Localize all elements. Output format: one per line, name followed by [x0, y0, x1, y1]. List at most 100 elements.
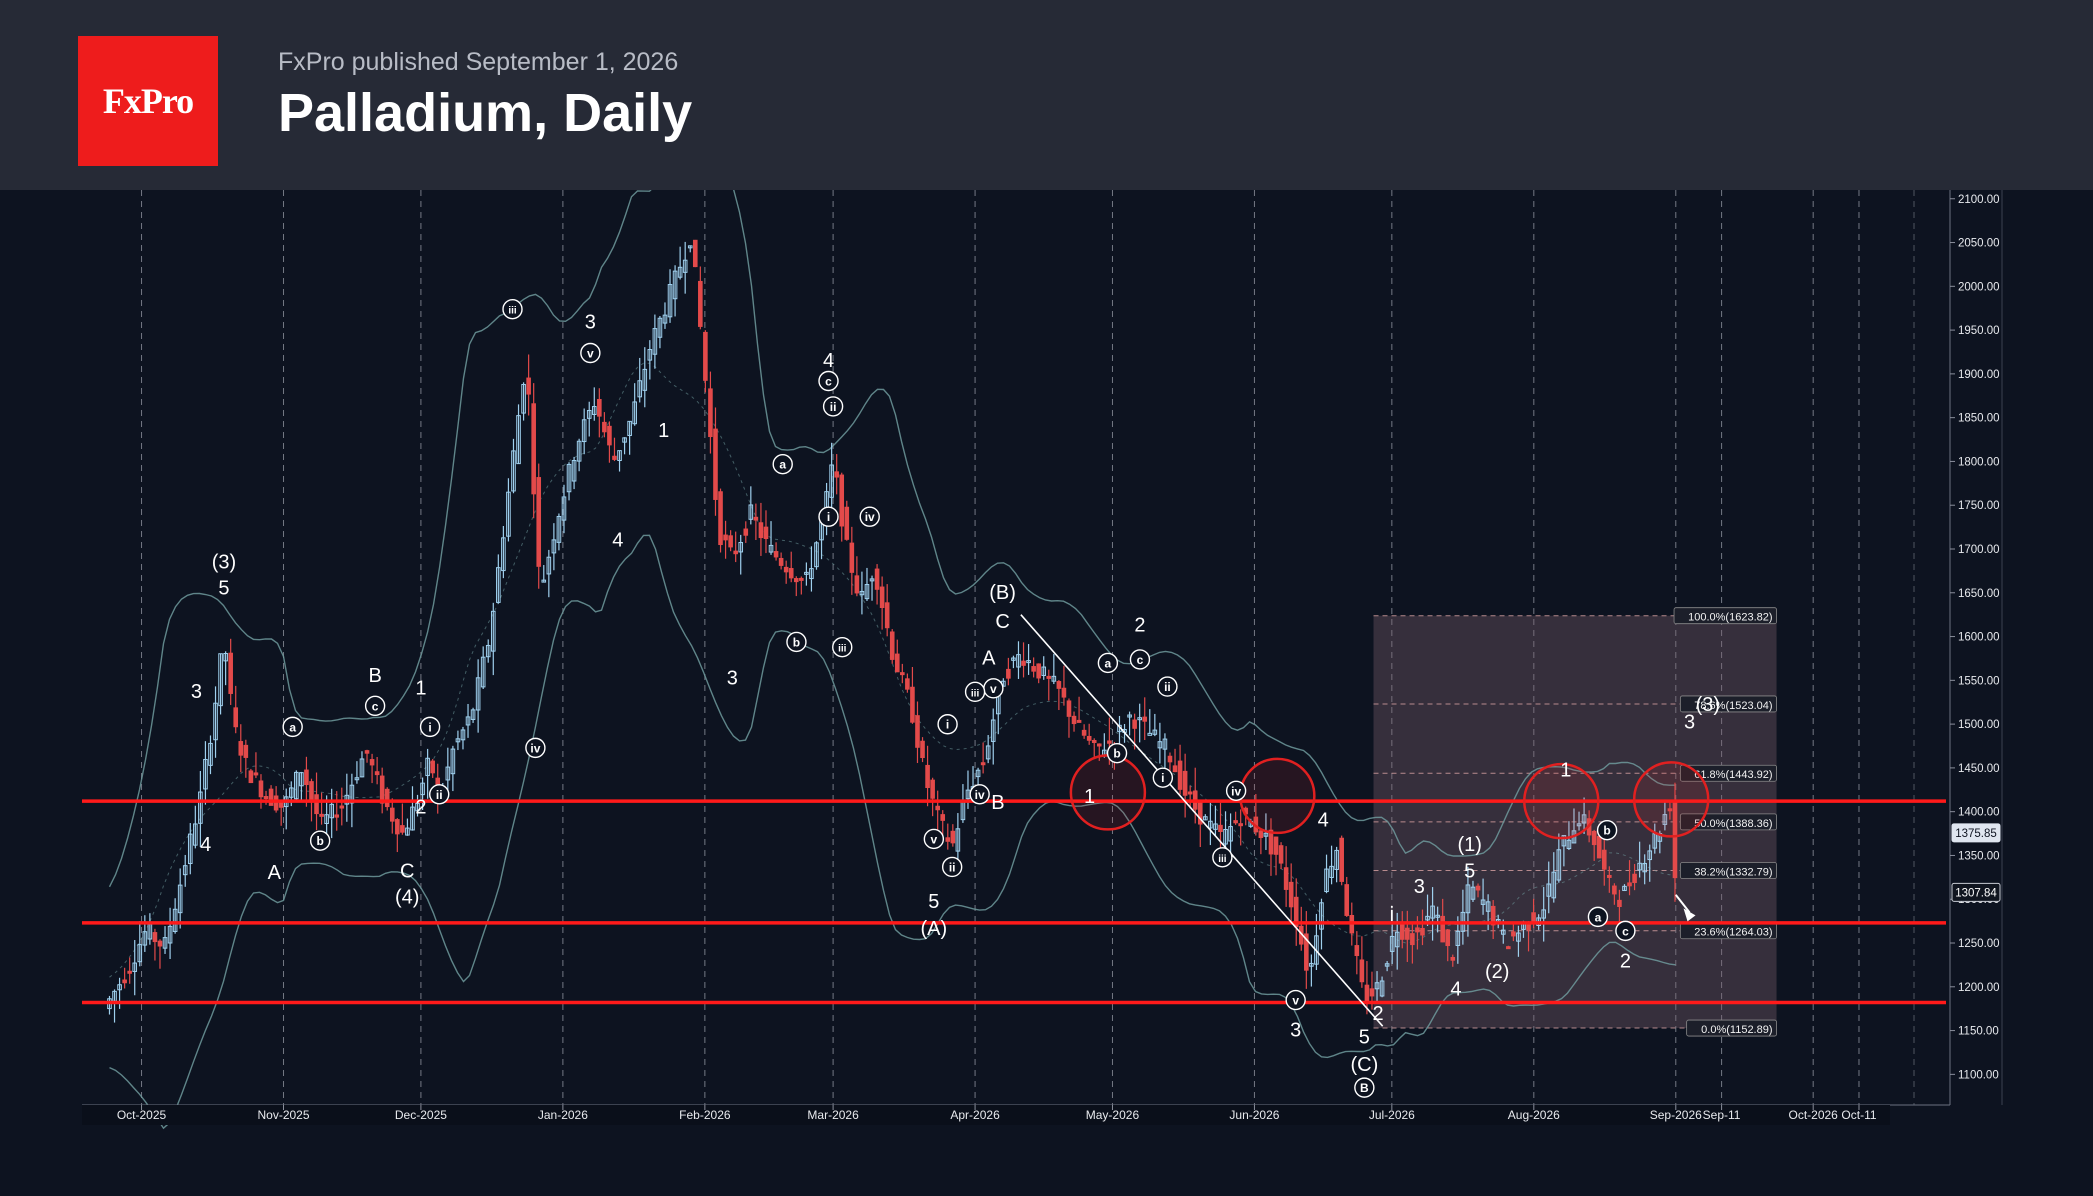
candle-body: [1551, 871, 1557, 899]
candle-body: [122, 979, 127, 984]
candle-body: [506, 491, 511, 537]
candle-body: [243, 744, 249, 758]
wave-label-ring: [937, 714, 958, 735]
candle-body: [470, 709, 476, 720]
wave-label-ring: [1157, 676, 1178, 697]
candle-body: [203, 758, 208, 790]
candle-body: [935, 805, 940, 811]
wave-label: 5: [1359, 1027, 1370, 1049]
fib-level-label: 50.0%(1388.36): [1694, 818, 1772, 830]
candle-body: [465, 716, 471, 726]
candle-body: [364, 750, 370, 754]
candle-body: [1430, 905, 1435, 919]
candle-body: [1576, 823, 1582, 827]
wave-label-ring: [1596, 819, 1618, 841]
candle-body: [718, 491, 723, 546]
candle-body: [864, 584, 870, 600]
chart-area[interactable]: 100.0%(1623.82) 78.6%(1523.04) 61.8%(1443.…: [0, 144, 2093, 1196]
y-tick-label: 1700.00: [1958, 544, 2000, 556]
candle-body: [1389, 936, 1395, 952]
candle-body: [1167, 755, 1173, 763]
trendline: [1020, 614, 1384, 1027]
y-tick-label: 1450.00: [1958, 763, 2000, 775]
candle-body: [1288, 881, 1294, 908]
candle-body: [258, 780, 264, 798]
candle-body: [1405, 927, 1410, 940]
wave-label-ring: [1285, 989, 1306, 1011]
candle-body: [925, 764, 930, 789]
wave-label: ii: [830, 400, 837, 414]
candle-body: [182, 865, 188, 876]
candle-body: [167, 925, 173, 944]
wave-label: 2: [1373, 1003, 1384, 1025]
candle-body: [1359, 959, 1365, 983]
fib-level-label: 0.0%(1152.89): [1701, 1024, 1772, 1036]
candle-body: [773, 551, 779, 558]
candle-body: [910, 686, 915, 723]
candle-body: [783, 566, 789, 573]
candle-body: [1218, 824, 1223, 833]
candle-body: [1142, 716, 1148, 722]
candle-body: [763, 526, 769, 540]
candle-body: [1546, 883, 1552, 897]
candle-body: [1490, 905, 1496, 926]
candle-body: [1591, 830, 1597, 846]
candle-body: [193, 823, 198, 846]
candle-body: [1622, 885, 1627, 892]
forecast-arrow: [1675, 894, 1691, 913]
wave-label: 3: [1684, 711, 1695, 733]
candle-body: [455, 738, 461, 743]
fib-label-box: [1679, 862, 1777, 879]
wave-label: iii: [838, 644, 847, 655]
wave-label: c: [1137, 653, 1144, 667]
candle-body: [1031, 666, 1036, 672]
candle-body: [1051, 675, 1057, 682]
chart-title: Palladium, Daily: [278, 83, 693, 143]
candle-body: [516, 415, 521, 465]
candle-body: [1455, 930, 1461, 946]
candle-body: [531, 403, 536, 495]
x-tick-label: Sep-11: [1703, 1108, 1741, 1122]
price-tag-label: 1375.85: [1955, 828, 1997, 840]
wave-label: i: [1390, 904, 1394, 926]
candle-body: [990, 719, 996, 742]
candle-body: [844, 506, 850, 540]
candle-body: [1056, 681, 1062, 689]
candle-body: [1187, 791, 1193, 795]
candle-body: [1516, 932, 1521, 942]
candle-body: [410, 806, 415, 831]
x-tick-label: Sep-2026: [1650, 1108, 1702, 1122]
candle-body: [339, 805, 345, 809]
candle-body: [662, 314, 668, 324]
x-tick-label: Dec-2025: [395, 1108, 447, 1122]
x-tick-label: Oct-2026: [1789, 1108, 1839, 1122]
candle-body: [1334, 849, 1339, 870]
candle-body: [445, 766, 451, 781]
candle-body: [1339, 837, 1344, 882]
price-chart[interactable]: 100.0%(1623.82) 78.6%(1523.04) 61.8%(1443.…: [0, 144, 2093, 1196]
candle-body: [1036, 663, 1041, 679]
arrow-head: [1683, 908, 1696, 922]
candle-body: [1177, 760, 1183, 790]
candle-body: [627, 420, 632, 436]
candle-body: [1021, 660, 1026, 666]
candle-body: [1091, 739, 1097, 743]
candle-body: [728, 535, 733, 548]
candle-body: [617, 450, 622, 462]
wave-label: (3): [212, 551, 236, 573]
candle-body: [586, 409, 592, 419]
y-tick-label: 1100.00: [1958, 1069, 1999, 1081]
candle-body: [920, 740, 925, 759]
candle-body: [425, 757, 430, 777]
candle-body: [849, 542, 855, 573]
wave-label: a: [1595, 910, 1602, 924]
wave-label-ring: [1152, 767, 1174, 788]
fxpro-logo[interactable]: FxPro: [78, 36, 218, 166]
wave-label: 2: [415, 796, 426, 818]
wave-label-ring: [282, 716, 303, 738]
wave-label: C: [995, 611, 1009, 633]
wave-label: i: [1161, 771, 1164, 785]
candle-body: [1076, 719, 1082, 723]
wave-label: a: [289, 720, 296, 734]
wave-label: B: [1360, 1081, 1369, 1095]
